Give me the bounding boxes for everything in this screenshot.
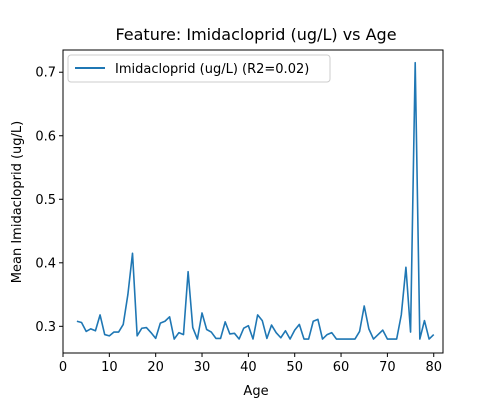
y-axis-label: Mean Imidacloprid (ug/L) <box>10 121 25 283</box>
x-tick-label: 30 <box>194 360 211 375</box>
series-line <box>76 61 435 340</box>
x-tick-label: 20 <box>147 360 164 375</box>
legend-entry: Imidacloprid (ug/L) (R2=0.02) <box>115 62 309 77</box>
y-tick-label: 0.6 <box>35 129 56 144</box>
y-tick-label: 0.7 <box>35 66 56 81</box>
legend: Imidacloprid (ug/L) (R2=0.02) <box>67 54 331 83</box>
x-axis-label: Age <box>243 384 268 399</box>
plot-frame <box>62 49 444 354</box>
x-tick-label: 10 <box>101 360 118 375</box>
x-tick-label: 60 <box>333 360 350 375</box>
x-tick-label: 0 <box>59 360 67 375</box>
x-axis: 0 10 20 30 40 50 60 70 80 <box>59 353 442 375</box>
legend-box <box>67 54 331 83</box>
y-axis: 0.3 0.4 0.5 0.6 0.7 <box>35 66 63 335</box>
x-tick-label: 80 <box>425 360 442 375</box>
y-tick-label: 0.5 <box>35 193 56 208</box>
x-tick-label: 70 <box>379 360 396 375</box>
y-tick-label: 0.4 <box>35 256 56 271</box>
chart-title: Feature: Imidacloprid (ug/L) vs Age <box>115 25 396 44</box>
x-tick-label: 40 <box>240 360 257 375</box>
y-tick-label: 0.3 <box>35 320 56 335</box>
plot-area <box>62 49 444 354</box>
x-tick-label: 50 <box>286 360 303 375</box>
